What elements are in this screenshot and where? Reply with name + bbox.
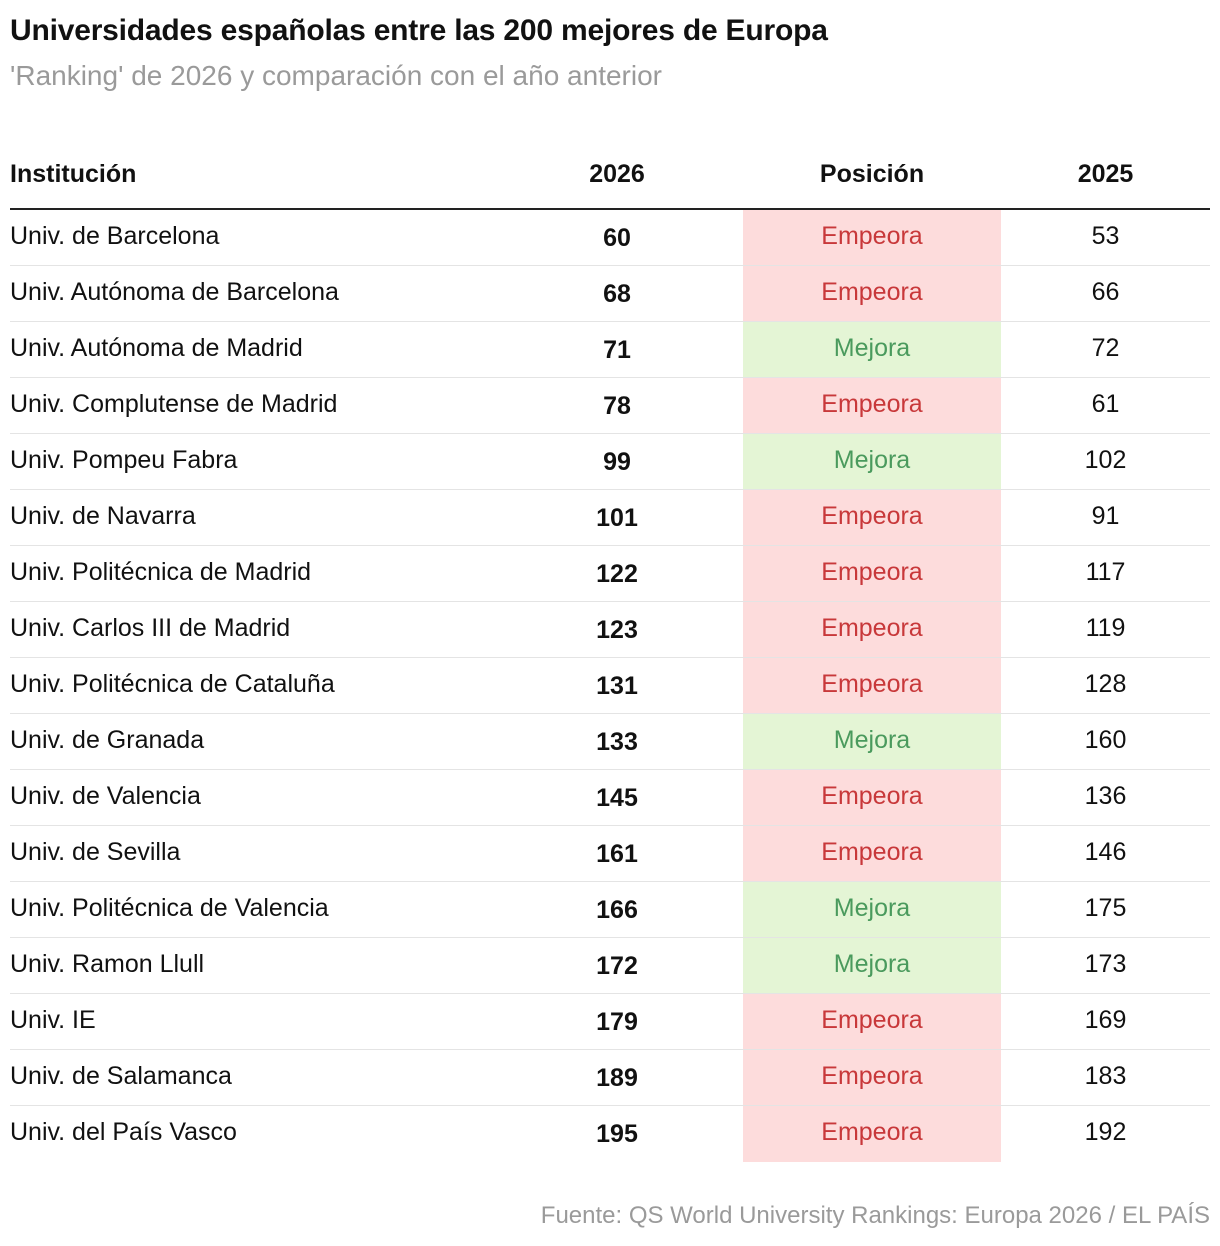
cell-posicion: Empeora	[743, 770, 1001, 825]
cell-rank-2026: 172	[596, 952, 638, 980]
cell-rank-2025: 169	[1084, 1006, 1127, 1034]
table-row: Univ. Politécnica de Madrid 122 Empeora 117	[10, 546, 1210, 602]
table-row: Univ. de Valencia 145 Empeora 136	[10, 770, 1210, 826]
cell-institucion: Univ. Carlos III de Madrid	[10, 614, 291, 642]
cell-rank-2026: 145	[596, 784, 638, 812]
cell-institucion: Univ. Autónoma de Barcelona	[10, 278, 339, 306]
cell-rank-2025: 66	[1091, 278, 1120, 306]
cell-institucion: Univ. de Salamanca	[10, 1062, 232, 1090]
table-row: Univ. Carlos III de Madrid 123 Empeora 119	[10, 602, 1210, 658]
table-row: Univ. de Barcelona 60 Empeora 53	[10, 210, 1210, 266]
cell-institucion: Univ. Politécnica de Valencia	[10, 894, 329, 922]
cell-institucion: Univ. Politécnica de Madrid	[10, 558, 312, 586]
cell-posicion: Empeora	[743, 210, 1001, 265]
cell-rank-2025: 72	[1091, 334, 1120, 362]
table-header: Institución 2026 Posición 2025	[10, 140, 1210, 210]
cell-rank-2025: 192	[1084, 1118, 1127, 1146]
cell-rank-2026: 195	[596, 1120, 638, 1148]
table-row: Univ. Politécnica de Valencia 166 Mejora 17…	[10, 882, 1210, 938]
cell-posicion: Empeora	[743, 378, 1001, 433]
cell-rank-2026: 123	[596, 616, 638, 644]
cell-posicion: Empeora	[743, 658, 1001, 713]
table-row: Univ. de Sevilla 161 Empeora 146	[10, 826, 1210, 882]
table-row: Univ. de Granada 133 Mejora 160	[10, 714, 1210, 770]
cell-rank-2025: 102	[1084, 446, 1127, 474]
cell-posicion: Mejora	[743, 434, 1001, 489]
cell-rank-2025: 183	[1084, 1062, 1127, 1090]
header-posicion: Posición	[819, 159, 925, 188]
table-row: Univ. Complutense de Madrid 78 Empeora 61	[10, 378, 1210, 434]
table-row: Univ. de Navarra 101 Empeora 91	[10, 490, 1210, 546]
cell-institucion: Univ. de Valencia	[10, 782, 201, 810]
cell-posicion: Mejora	[743, 322, 1001, 377]
cell-rank-2025: 175	[1084, 894, 1127, 922]
cell-rank-2026: 161	[596, 840, 638, 868]
cell-rank-2026: 71	[603, 336, 631, 364]
cell-institucion: Univ. Complutense de Madrid	[10, 390, 338, 418]
cell-rank-2026: 78	[603, 392, 631, 420]
cell-posicion: Empeora	[743, 546, 1001, 601]
table-row: Univ. Politécnica de Cataluña 131 Empeora 1…	[10, 658, 1210, 714]
cell-rank-2026: 133	[596, 728, 638, 756]
cell-rank-2025: 53	[1091, 222, 1120, 250]
cell-institucion: Univ. Politécnica de Cataluña	[10, 670, 335, 698]
cell-institucion: Univ. de Granada	[10, 726, 205, 754]
table-row: Univ. Autónoma de Barcelona 68 Empeora 66	[10, 266, 1210, 322]
source-note: Fuente: QS World University Rankings: Eu…	[540, 1202, 1210, 1229]
cell-rank-2026: 179	[596, 1008, 638, 1036]
cell-posicion: Empeora	[743, 490, 1001, 545]
table-body: Univ. de Barcelona 60 Empeora 53 Univ. Autón…	[10, 210, 1210, 1162]
cell-rank-2026: 189	[596, 1064, 638, 1092]
table-row: Univ. de Salamanca 189 Empeora 183	[10, 1050, 1210, 1106]
cell-rank-2026: 60	[603, 224, 631, 252]
table-row: Univ. Ramon Llull 172 Mejora 173	[10, 938, 1210, 994]
cell-posicion: Empeora	[743, 826, 1001, 881]
cell-rank-2025: 136	[1084, 782, 1127, 810]
cell-rank-2026: 68	[603, 280, 631, 308]
cell-institucion: Univ. del País Vasco	[10, 1118, 237, 1146]
cell-rank-2026: 99	[603, 448, 631, 476]
cell-institucion: Univ. Ramon Llull	[10, 950, 205, 978]
cell-institucion: Univ. de Navarra	[10, 502, 196, 530]
cell-institucion: Univ. Autónoma de Madrid	[10, 334, 303, 362]
header-2026: 2026	[589, 159, 645, 188]
cell-rank-2025: 146	[1084, 838, 1127, 866]
cell-institucion: Univ. de Barcelona	[10, 222, 220, 250]
cell-posicion: Mejora	[743, 938, 1001, 993]
cell-rank-2025: 117	[1085, 558, 1126, 586]
cell-posicion: Empeora	[743, 266, 1001, 321]
cell-rank-2026: 101	[596, 504, 638, 532]
cell-rank-2026: 122	[596, 560, 638, 588]
cell-institucion: Univ. IE	[10, 1006, 96, 1034]
cell-posicion: Empeora	[743, 602, 1001, 657]
chart-title: Universidades españolas entre las 200 me…	[10, 14, 828, 47]
ranking-table: Institución 2026 Posición 2025 Univ. de …	[10, 140, 1210, 1162]
table-row: Univ. Autónoma de Madrid 71 Mejora 72	[10, 322, 1210, 378]
cell-rank-2025: 173	[1084, 950, 1127, 978]
cell-rank-2026: 166	[596, 896, 638, 924]
cell-rank-2025: 61	[1091, 390, 1120, 418]
header-2025: 2025	[1077, 159, 1134, 188]
cell-rank-2026: 131	[596, 672, 638, 700]
table-row: Univ. Pompeu Fabra 99 Mejora 102	[10, 434, 1210, 490]
cell-institucion: Univ. Pompeu Fabra	[10, 446, 238, 474]
cell-posicion: Mejora	[743, 882, 1001, 937]
chart-subtitle: 'Ranking' de 2026 y comparación con el a…	[10, 60, 662, 91]
cell-posicion: Empeora	[743, 1050, 1001, 1105]
cell-rank-2025: 160	[1084, 726, 1127, 754]
cell-rank-2025: 119	[1085, 614, 1126, 642]
cell-institucion: Univ. de Sevilla	[10, 838, 181, 866]
cell-posicion: Mejora	[743, 714, 1001, 769]
cell-posicion: Empeora	[743, 1106, 1001, 1162]
cell-rank-2025: 91	[1091, 502, 1120, 530]
header-institucion: Institución	[10, 159, 137, 188]
table-row: Univ. IE 179 Empeora 169	[10, 994, 1210, 1050]
table-row: Univ. del País Vasco 195 Empeora 192	[10, 1106, 1210, 1162]
cell-rank-2025: 128	[1084, 670, 1127, 698]
cell-posicion: Empeora	[743, 994, 1001, 1049]
